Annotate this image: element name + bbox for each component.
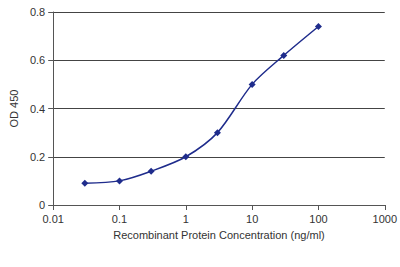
svg-text:100: 100 — [309, 213, 327, 225]
svg-text:OD 450: OD 450 — [8, 90, 20, 128]
svg-text:Recombinant Protein Concentrat: Recombinant Protein Concentration (ng/ml… — [113, 229, 325, 241]
svg-text:0.01: 0.01 — [42, 213, 63, 225]
svg-text:0.4: 0.4 — [30, 103, 45, 115]
svg-text:10: 10 — [246, 213, 258, 225]
svg-text:0.2: 0.2 — [30, 151, 45, 163]
svg-text:0.1: 0.1 — [112, 213, 127, 225]
svg-text:0.8: 0.8 — [30, 6, 45, 18]
svg-text:0.6: 0.6 — [30, 54, 45, 66]
svg-text:1000: 1000 — [373, 213, 397, 225]
svg-text:1: 1 — [183, 213, 189, 225]
svg-text:0: 0 — [39, 199, 45, 211]
